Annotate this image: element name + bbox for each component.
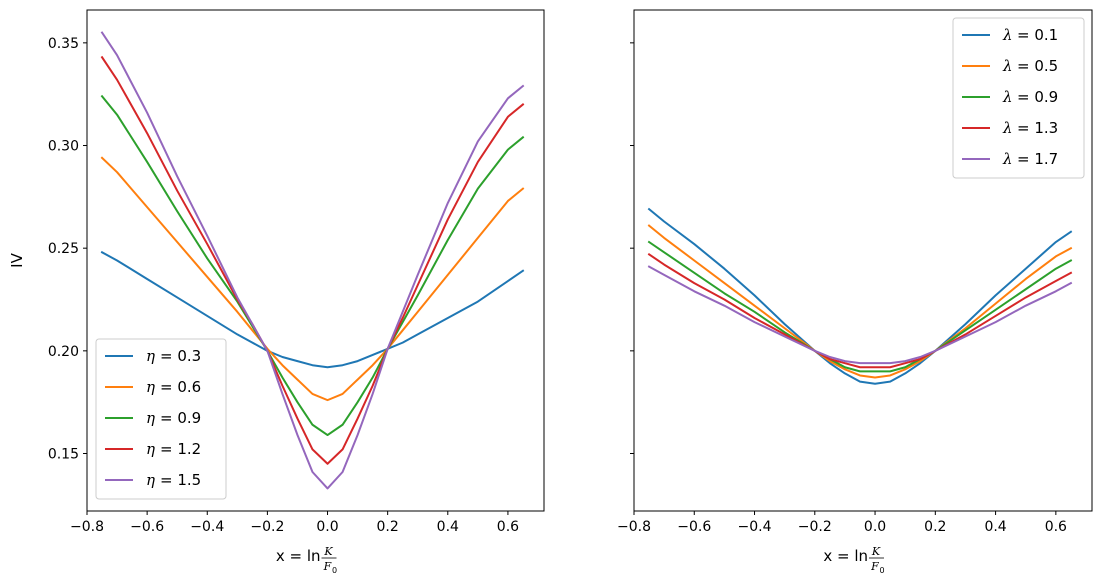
left-legend-label: = 0.3 [160, 347, 201, 365]
right-x-label-denominator-sub: 0 [879, 566, 884, 575]
right-x-label-numerator: K [871, 545, 881, 558]
right-legend-symbol: λ [1002, 26, 1013, 44]
right-legend-label: = 0.1 [1017, 26, 1058, 44]
left-y-tick-label: 0.15 [48, 447, 79, 463]
left-legend-item: η = 0.3 [105, 347, 201, 365]
right-legend-symbol: λ [1002, 150, 1013, 168]
left-legend-item: η = 1.2 [105, 440, 201, 458]
left-x-label-denominator-sub: 0 [332, 566, 337, 575]
right-x-label-prefix: x = ln [823, 547, 868, 565]
right-x-tick-label: 0.6 [1045, 519, 1067, 535]
right-x-tick-label: −0.8 [617, 519, 651, 535]
left-x-label-numerator: K [323, 545, 333, 558]
left-x-axis-label: x = ln KF 0 [276, 545, 337, 575]
right-series-line-1-7 [647, 265, 1073, 365]
left-x-tick-label: −0.2 [250, 519, 284, 535]
left-x-label-denominator: F [323, 560, 332, 573]
left-y-tick-label: 0.30 [48, 139, 79, 155]
right-legend-item: λ = 1.7 [962, 150, 1058, 168]
right-x-tick-label: −0.4 [738, 519, 772, 535]
left-legend-item: η = 0.6 [105, 378, 201, 396]
left-legend-symbol: η [146, 409, 155, 427]
right-legend-label: = 1.3 [1017, 119, 1058, 137]
left-x-tick-label: 0.0 [316, 519, 338, 535]
left-x-tick-label: −0.6 [130, 519, 164, 535]
left-series-line-1-2 [100, 55, 525, 465]
left-y-tick-label: 0.20 [48, 344, 79, 360]
right-legend-label: = 1.7 [1017, 150, 1058, 168]
left-legend-symbol: η [146, 471, 155, 489]
left-x-tick-label: 0.6 [497, 519, 519, 535]
right-axes-frame [633, 9, 1093, 512]
left-legend-label: = 1.2 [160, 440, 201, 458]
right-series-line-0-1 [647, 207, 1073, 385]
right-series-line-1-3 [647, 252, 1073, 369]
right-legend-symbol: λ [1002, 88, 1013, 106]
left-y-axis-label: IV [8, 252, 26, 267]
right-x-tick-label: −0.2 [798, 519, 832, 535]
left-y-tick-label: 0.35 [48, 36, 79, 52]
left-legend-item: η = 0.9 [105, 409, 201, 427]
right-legend: λ = 0.1λ = 0.5λ = 0.9λ = 1.3λ = 1.7 [952, 17, 1085, 179]
left-y-tick-label: 0.25 [48, 241, 79, 257]
right-x-tick-label: 0.2 [924, 519, 946, 535]
right-legend-label: = 0.5 [1017, 57, 1058, 75]
left-x-tick-label: −0.4 [190, 519, 224, 535]
left-legend-label: = 0.9 [160, 409, 201, 427]
right-x-tick-label: 0.0 [864, 519, 886, 535]
left-x-label-prefix: x = ln [276, 547, 321, 565]
right-legend-label: = 0.9 [1017, 88, 1058, 106]
left-series-line-0-3 [100, 250, 525, 369]
right-legend-symbol: λ [1002, 57, 1013, 75]
left-legend-label: = 1.5 [160, 471, 201, 489]
left-legend-item: η = 1.5 [105, 471, 201, 489]
left-legend: η = 0.3 η = 0.6 η = 0.9 η = 1.2 η = 1.5 [95, 338, 227, 500]
right-legend-item: λ = 0.1 [962, 26, 1058, 44]
left-legend-symbol: η [146, 347, 155, 365]
left-legend-box [95, 338, 227, 500]
left-chart: −0.8 −0.6 −0.4 −0.2 0.0 0.2 0.4 0.6 0.15 0.20 0.25… [8, 9, 545, 575]
left-legend-label: = 0.6 [160, 378, 201, 396]
left-series-line-0-9 [100, 94, 525, 437]
left-series-line-0-6 [100, 156, 525, 402]
right-legend-box [952, 17, 1085, 179]
right-legend-item: λ = 1.3 [962, 119, 1058, 137]
left-legend-symbol: η [146, 378, 155, 396]
right-series-line-0-5 [647, 224, 1073, 379]
left-legend-symbol: η [146, 440, 155, 458]
left-series-line-1-5 [100, 31, 525, 490]
left-x-tick-label: 0.2 [377, 519, 399, 535]
right-chart: −0.8 −0.6 −0.4 −0.2 0.0 0.2 0.4 0.6x = ln KF 0λ = … [617, 9, 1093, 575]
right-legend-item: λ = 0.5 [962, 57, 1058, 75]
right-legend-symbol: λ [1002, 119, 1013, 137]
right-x-tick-label: 0.4 [984, 519, 1006, 535]
right-legend-item: λ = 0.9 [962, 88, 1058, 106]
right-x-axis-label: x = ln KF 0 [823, 545, 884, 575]
right-x-label-denominator: F [870, 560, 879, 573]
left-x-tick-label: −0.8 [70, 519, 104, 535]
right-x-tick-label: −0.6 [677, 519, 711, 535]
left-axes-frame [86, 9, 545, 512]
right-series-line-0-9 [647, 240, 1073, 373]
left-x-tick-label: 0.4 [437, 519, 459, 535]
